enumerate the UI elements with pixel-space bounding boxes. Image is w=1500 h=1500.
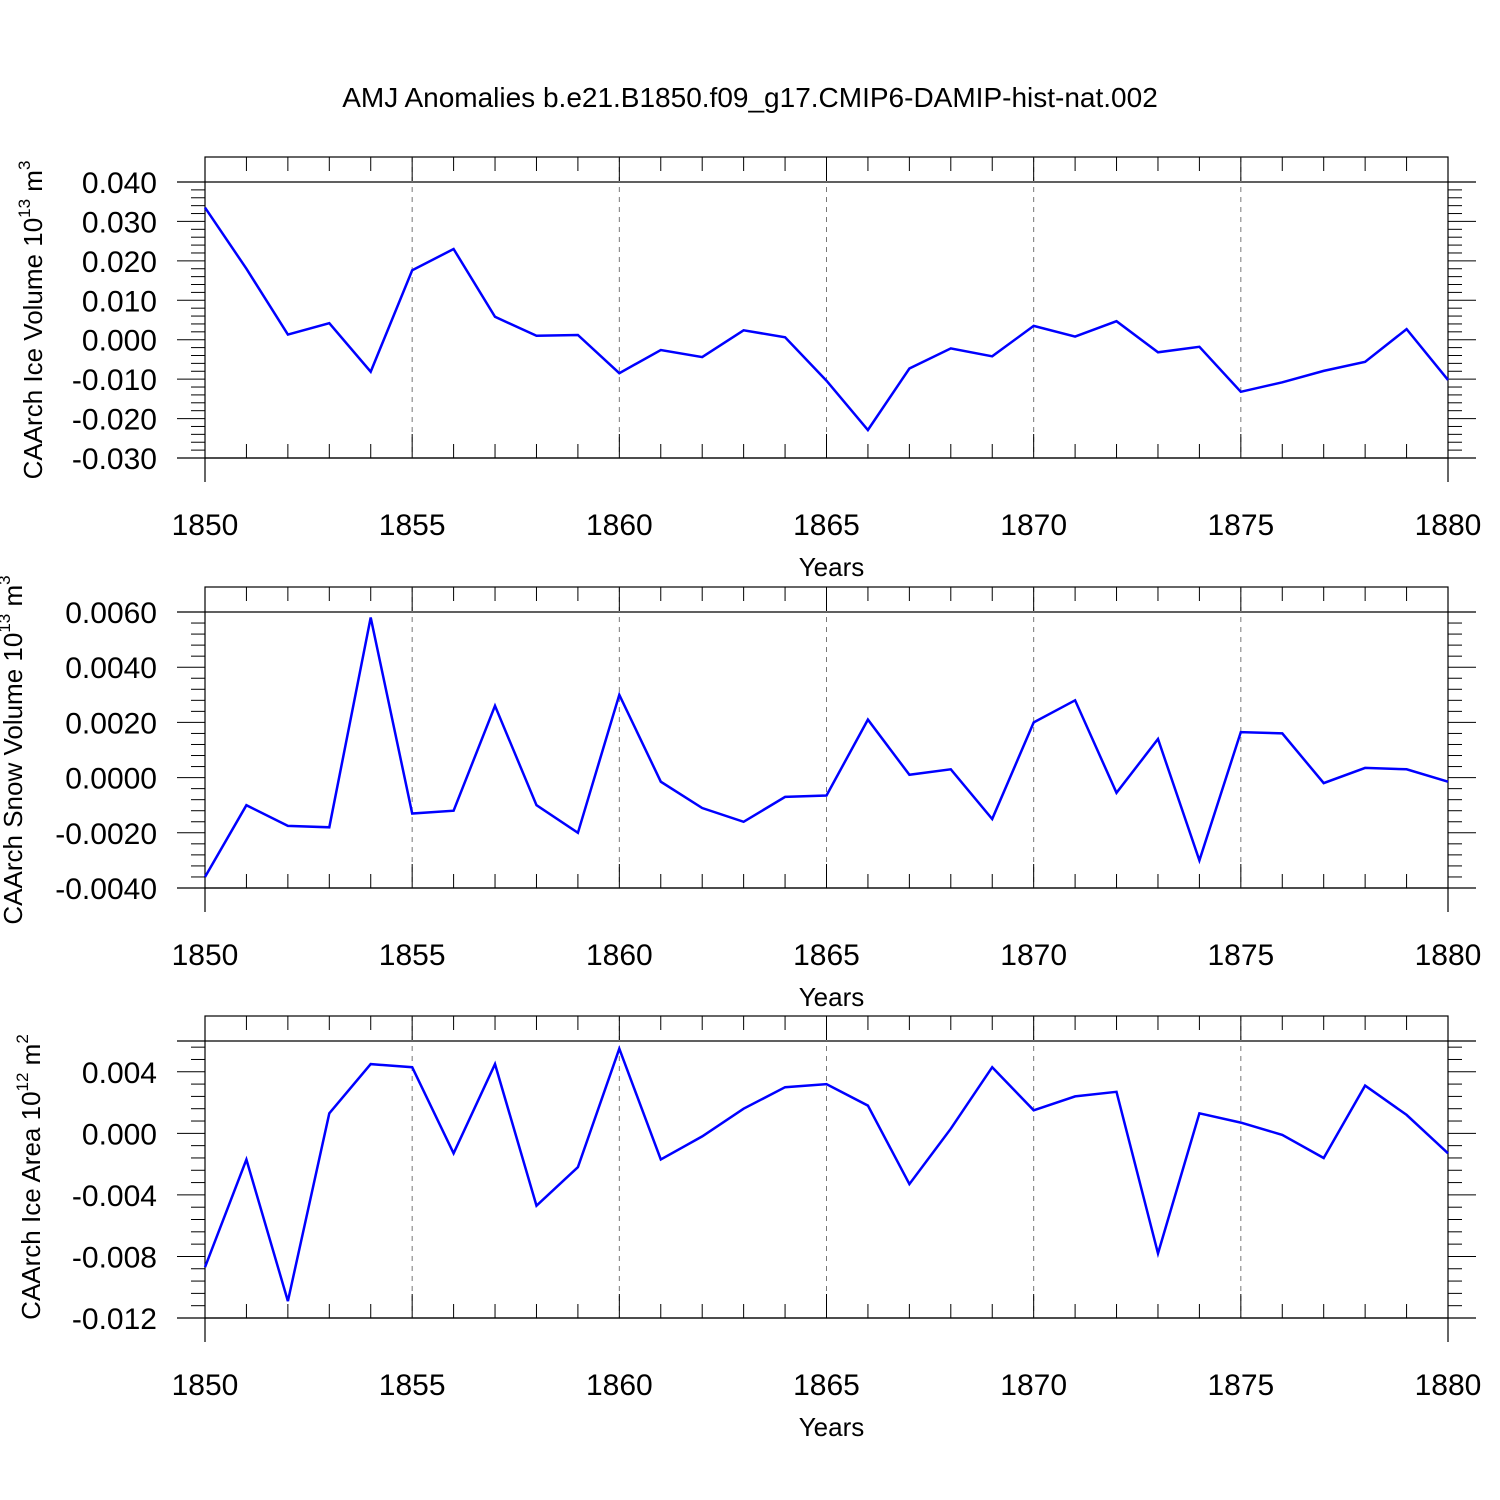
x-tick-label: 1860 <box>586 939 653 972</box>
y-axis-label: CAArch Ice Volume 1013 m3 <box>15 161 48 480</box>
x-tick-label: 1880 <box>1415 1369 1482 1402</box>
panel-2: -0.0040 -0.0020 0.0000 0.0020 0.0040 0.0060 18… <box>0 575 1481 1012</box>
x-tick-label: 1855 <box>379 1369 446 1402</box>
y-tick-label: -0.030 <box>72 443 157 476</box>
y-tick-label: -0.0040 <box>55 873 157 906</box>
y-tick-label: 0.000 <box>82 325 157 358</box>
y-tick-label: -0.008 <box>72 1241 157 1274</box>
y-tick-label: 0.000 <box>82 1118 157 1151</box>
x-axis-label: Years <box>799 552 865 582</box>
x-axis-label: Years <box>799 1412 865 1442</box>
y-tick-label: 0.030 <box>82 206 157 239</box>
x-axis-label: Years <box>799 982 865 1012</box>
x-tick-label: 1875 <box>1207 1369 1274 1402</box>
x-tick-label: 1880 <box>1415 939 1482 972</box>
x-tick-label: 1870 <box>1000 1369 1067 1402</box>
x-tick-label: 1865 <box>793 509 860 542</box>
x-tick-label: 1855 <box>379 939 446 972</box>
x-tick-label: 1875 <box>1207 509 1274 542</box>
x-tick-label: 1865 <box>793 939 860 972</box>
y-tick-label: -0.004 <box>72 1180 157 1213</box>
panel-1: -0.030 -0.020 -0.010 0.000 0.010 0.020 0.030 0.… <box>15 156 1482 582</box>
series-line <box>203 206 1449 433</box>
y-tick-label: -0.0020 <box>55 818 157 851</box>
y-tick-label: 0.0040 <box>65 652 157 685</box>
y-tick-label: -0.020 <box>72 404 157 437</box>
panel-3: -0.012 -0.008 -0.004 0.000 0.004 1850 1855 1860… <box>13 1015 1482 1442</box>
y-tick-label: -0.012 <box>72 1303 157 1336</box>
y-tick-label: 0.040 <box>82 167 157 200</box>
x-tick-label: 1850 <box>172 939 239 972</box>
chart-title: AMJ Anomalies b.e21.B1850.f09_g17.CMIP6-… <box>342 82 1158 113</box>
x-tick-label: 1850 <box>172 509 239 542</box>
series-line <box>203 617 1449 878</box>
y-axis-label: CAArch Ice Area 1012 m2 <box>13 1034 46 1320</box>
y-tick-label: 0.0000 <box>65 763 157 796</box>
y-axis-label: CAArch Snow Volume 1013 m3 <box>0 575 28 924</box>
y-tick-label: 0.0020 <box>65 707 157 740</box>
x-tick-label: 1870 <box>1000 509 1067 542</box>
x-tick-label: 1855 <box>379 509 446 542</box>
series-line <box>203 1045 1449 1302</box>
y-tick-label: 0.010 <box>82 285 157 318</box>
x-tick-label: 1870 <box>1000 939 1067 972</box>
y-tick-label: 0.004 <box>82 1057 157 1090</box>
y-tick-label: 0.0060 <box>65 597 157 630</box>
x-tick-label: 1860 <box>586 1369 653 1402</box>
y-tick-label: -0.010 <box>72 364 157 397</box>
x-tick-label: 1880 <box>1415 509 1482 542</box>
x-tick-label: 1860 <box>586 509 653 542</box>
x-tick-label: 1850 <box>172 1369 239 1402</box>
x-tick-label: 1865 <box>793 1369 860 1402</box>
x-tick-label: 1875 <box>1207 939 1274 972</box>
y-tick-label: 0.020 <box>82 246 157 279</box>
